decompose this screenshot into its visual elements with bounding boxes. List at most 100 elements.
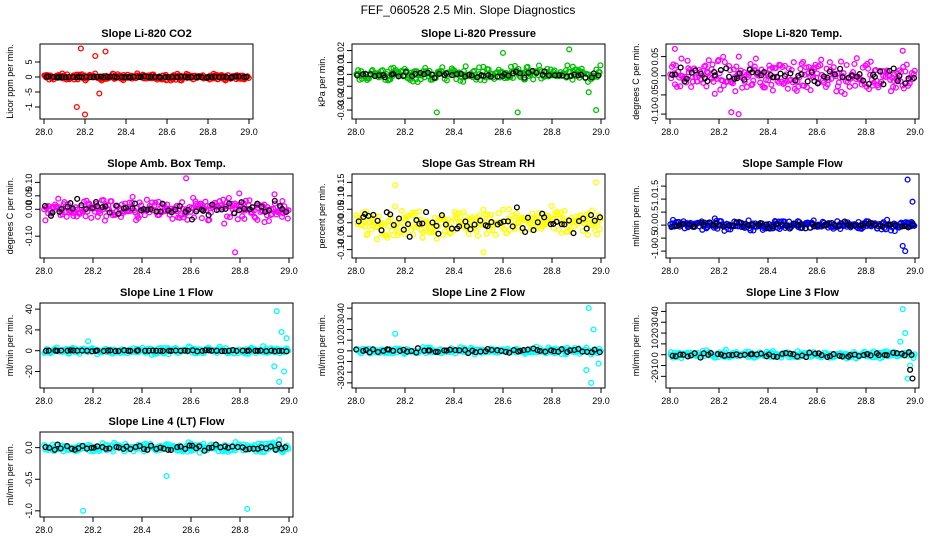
data-point [841, 218, 848, 225]
data-point [413, 217, 420, 224]
data-point [703, 68, 711, 75]
data-point [97, 210, 104, 217]
x-tick-label: 28.2 [396, 396, 414, 406]
x-tick-label: 29.0 [906, 396, 924, 406]
data-point [505, 72, 512, 79]
data-point [836, 352, 843, 359]
x-tick-label: 29.0 [280, 266, 298, 276]
series-median [669, 64, 918, 88]
data-point [276, 378, 283, 385]
data-point [103, 445, 110, 452]
plot-frame [39, 302, 294, 389]
data-point [278, 328, 285, 336]
y-axis-label: kPa per min. [317, 56, 327, 107]
data-point [462, 63, 469, 70]
data-point [733, 351, 740, 358]
data-point [800, 58, 807, 65]
x-tick-label: 29.0 [906, 127, 924, 137]
data-point [497, 219, 504, 226]
data-point [73, 103, 80, 111]
series-median [42, 347, 290, 355]
y-tick-label: 20 [24, 325, 34, 335]
data-point [152, 199, 159, 206]
data-point [808, 69, 815, 76]
data-point [584, 231, 592, 238]
data-point [910, 71, 917, 78]
data-point [591, 73, 598, 80]
data-point [70, 347, 77, 354]
data-point [468, 72, 475, 79]
data-point [51, 446, 58, 453]
data-point [42, 347, 50, 354]
data-point [122, 204, 129, 212]
data-point [402, 68, 409, 76]
data-point [814, 222, 821, 229]
data-point [87, 74, 94, 81]
y-tick-label: -1 [24, 103, 34, 111]
chart-panel-2: Slope Li-820 Pressure 28.0 28.2 28.4 28.6 28.… [317, 28, 610, 137]
data-point [271, 363, 278, 370]
data-point [672, 62, 679, 69]
data-point [723, 65, 730, 72]
chart-title: Slope Line 4 (LT) Flow [109, 416, 225, 428]
data-point [209, 201, 216, 208]
x-tick-label: 29.0 [280, 396, 298, 406]
data-point [106, 206, 113, 213]
data-point [909, 375, 916, 382]
data-point [104, 73, 111, 80]
data-point [691, 223, 698, 230]
x-tick-label: 28.0 [35, 266, 53, 276]
data-point [94, 203, 101, 210]
data-point [749, 69, 756, 76]
data-point [841, 90, 848, 98]
x-tick-label: 28.8 [543, 396, 561, 406]
data-point [231, 210, 238, 217]
data-point [860, 77, 867, 84]
data-point [728, 109, 735, 116]
data-point [770, 353, 777, 360]
data-point [596, 69, 603, 76]
data-point [108, 198, 115, 205]
data-point [705, 57, 712, 64]
series-median [41, 195, 290, 223]
y-tick-label: 0.00 [24, 201, 34, 219]
data-point [824, 353, 831, 361]
data-point [96, 90, 103, 97]
data-point [78, 202, 85, 209]
data-point [129, 193, 136, 200]
data-point [671, 45, 678, 52]
x-tick-label: 28.2 [396, 266, 414, 276]
data-point [137, 73, 144, 81]
data-point [41, 202, 49, 209]
data-point [787, 350, 794, 357]
data-point [871, 73, 878, 80]
data-point [533, 69, 540, 76]
data-point [58, 205, 65, 213]
data-point [212, 73, 219, 80]
data-point [556, 72, 563, 79]
data-point [899, 242, 906, 249]
y-tick-label: 0.00 [336, 214, 346, 232]
data-point [814, 80, 821, 87]
y-tick-label: 0 [24, 74, 34, 79]
data-point [149, 347, 156, 354]
data-point [692, 67, 699, 74]
data-point [205, 73, 212, 80]
data-point [63, 213, 70, 220]
data-point [416, 208, 423, 215]
data-point [764, 225, 772, 232]
series-raw [353, 46, 604, 116]
data-point [233, 347, 240, 354]
y-tick-label: -0.10 [650, 104, 660, 125]
data-point [90, 74, 97, 81]
data-point [834, 83, 841, 90]
data-point [422, 64, 429, 71]
data-point [774, 74, 781, 81]
data-point [474, 232, 482, 239]
y-tick-label: -30 [336, 376, 346, 389]
data-point [700, 221, 707, 228]
data-point [94, 73, 101, 80]
data-point [279, 197, 286, 205]
x-tick-label: 28.2 [84, 525, 102, 535]
chart-title: Slope Li-820 Temp. [743, 28, 842, 40]
